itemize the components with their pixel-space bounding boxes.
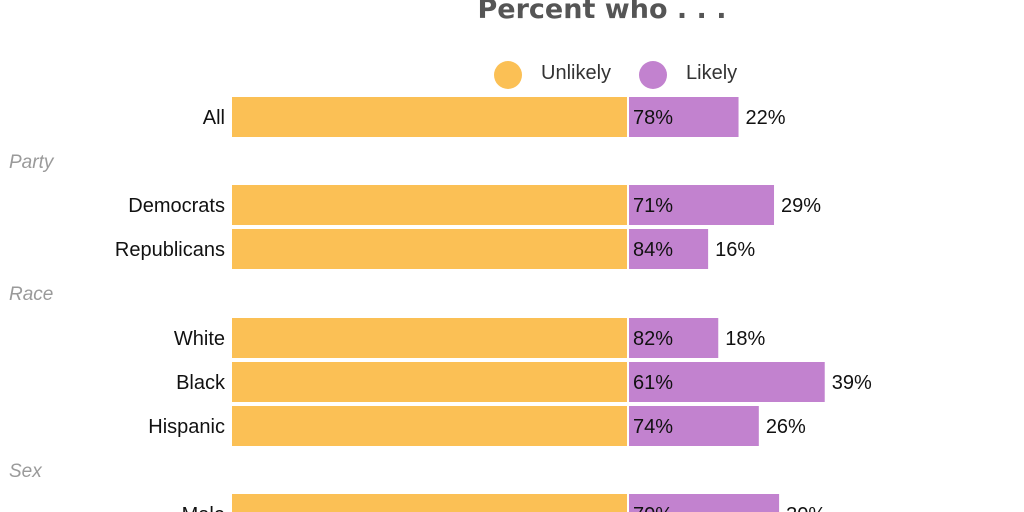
value-label-likely-hispanic: 26% (766, 416, 806, 438)
bar-likely-all (629, 97, 739, 137)
group-label-sex: Sex (9, 461, 43, 482)
value-label-unlikely-hispanic: 74% (633, 416, 673, 438)
value-label-unlikely-all: 78% (633, 107, 673, 129)
group-label-race: Race (9, 284, 53, 305)
value-label-likely-white: 18% (725, 328, 765, 350)
group-label-party: Party (9, 152, 55, 173)
value-label-unlikely-republicans: 84% (633, 239, 673, 261)
value-label-likely-male: 30% (786, 504, 826, 512)
bar-unlikely-democrats (232, 185, 627, 225)
row-label-hispanic: Hispanic (148, 416, 225, 438)
row-label-republicans: Republicans (115, 239, 225, 261)
legend-likely-label: Likely (686, 62, 737, 84)
value-label-likely-republicans: 16% (715, 239, 755, 261)
bar-likely-hispanic (629, 406, 759, 446)
bar-unlikely-white (232, 318, 627, 358)
chart-title: Percent who . . . (478, 0, 727, 25)
legend: Unlikely Likely (494, 61, 737, 89)
bar-likely-republicans (629, 229, 709, 269)
bar-likely-democrats (629, 185, 775, 225)
bar-likely-black (629, 362, 825, 402)
value-label-unlikely-democrats: 71% (633, 195, 673, 217)
bar-unlikely-republicans (232, 229, 627, 269)
value-label-likely-all: 22% (746, 107, 786, 129)
value-label-likely-black: 39% (832, 372, 872, 394)
value-label-unlikely-white: 82% (633, 328, 673, 350)
bar-likely-white (629, 318, 719, 358)
row-label-democrats: Democrats (128, 195, 225, 217)
legend-unlikely-swatch (494, 61, 522, 89)
value-label-likely-democrats: 29% (781, 195, 821, 217)
value-label-unlikely-black: 61% (633, 372, 673, 394)
bar-unlikely-black (232, 362, 627, 402)
bar-unlikely-male (232, 494, 627, 512)
bar-unlikely-hispanic (232, 406, 627, 446)
row-label-black: Black (176, 372, 226, 394)
bar-unlikely-all (232, 97, 627, 137)
value-label-unlikely-male: 70% (633, 504, 673, 512)
chart-rows: All 78% 22% Party Democrats 71% 29% Republicans… (9, 97, 872, 512)
row-label-white: White (174, 328, 225, 350)
bar-likely-male (629, 494, 780, 512)
legend-likely-swatch (639, 61, 667, 89)
legend-unlikely-label: Unlikely (541, 62, 611, 84)
row-label-male: Male (182, 504, 225, 512)
row-label-all: All (203, 107, 225, 129)
